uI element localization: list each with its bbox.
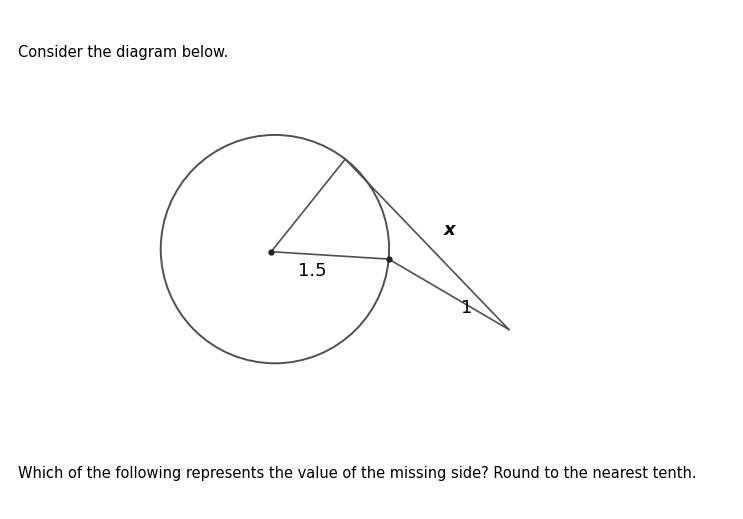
- Text: 1: 1: [461, 299, 473, 317]
- Text: 1.5: 1.5: [298, 263, 326, 280]
- Text: Which of the following represents the value of the missing side? Round to the ne: Which of the following represents the va…: [18, 466, 697, 481]
- Text: x: x: [444, 222, 455, 239]
- Text: Consider the diagram below.: Consider the diagram below.: [18, 45, 228, 60]
